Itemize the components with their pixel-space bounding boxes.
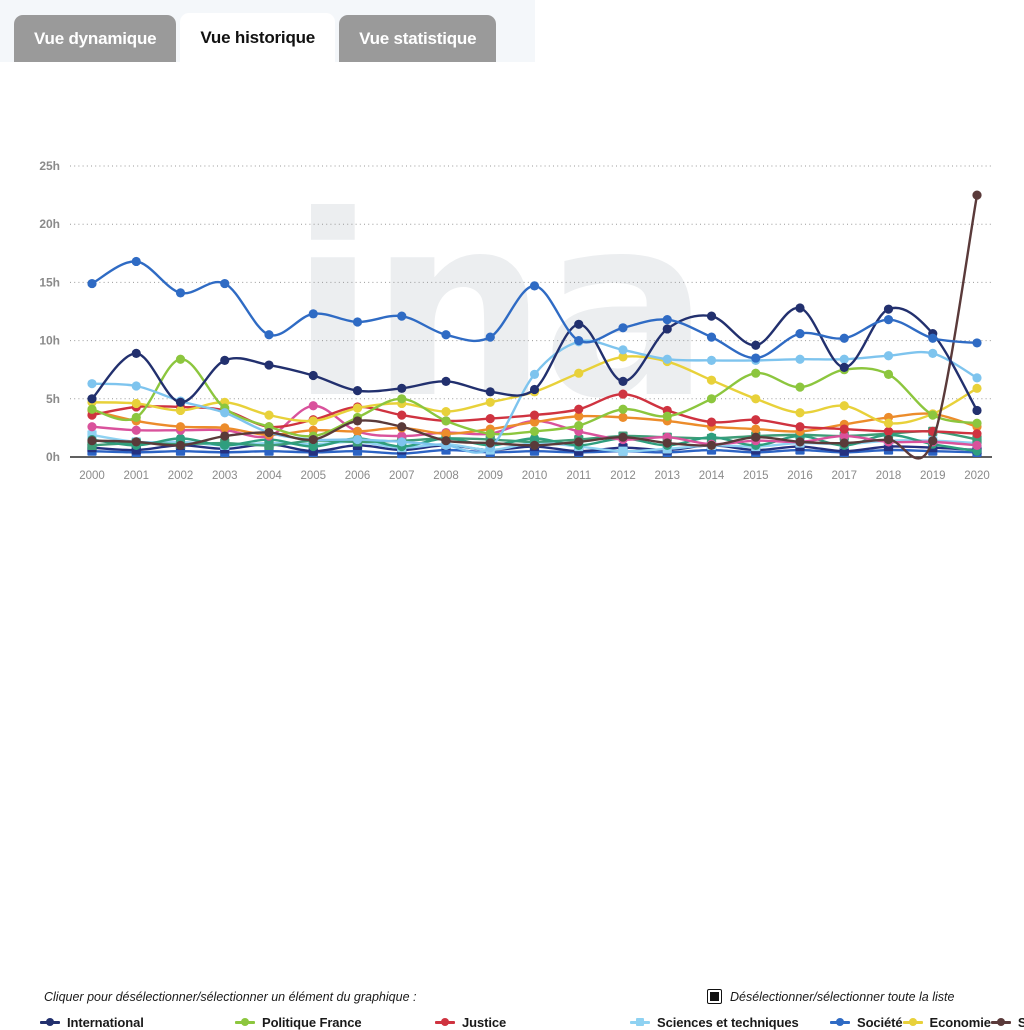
legend-item-sant-[interactable]: Santé [990, 1014, 1024, 1030]
tab-list: Vue dynamique Vue historique Vue statist… [14, 13, 497, 62]
svg-text:2010: 2010 [522, 470, 548, 482]
checkbox-filled-icon [707, 989, 722, 1004]
legend-item-soci-t-[interactable]: Société [830, 1014, 903, 1030]
legend-marker-icon [830, 1016, 850, 1028]
legend-item-label: Justice [462, 1014, 507, 1030]
svg-text:20h: 20h [39, 217, 60, 231]
legend-hint-text: Cliquer pour désélectionner/sélectionner… [44, 990, 417, 1004]
series-international[interactable] [87, 303, 982, 416]
svg-text:25h: 25h [39, 159, 60, 173]
control-bar: Période : Toute la période disponible du… [0, 62, 1024, 182]
svg-text:2003: 2003 [212, 470, 238, 482]
legend-item-label: Société [857, 1014, 903, 1030]
legend-item-sciences-et-techniques[interactable]: Sciences et techniques [630, 1014, 830, 1030]
legend-item-politique-france[interactable]: Politique France [235, 1014, 435, 1030]
svg-text:2012: 2012 [610, 470, 636, 482]
svg-text:2009: 2009 [477, 470, 503, 482]
tab-vue-historique[interactable]: Vue historique [180, 13, 336, 62]
legend-item-label: Economie [929, 1014, 991, 1030]
legend-marker-icon [40, 1016, 60, 1028]
series-sant-[interactable] [87, 190, 982, 460]
svg-text:2013: 2013 [654, 470, 680, 482]
svg-text:10h: 10h [39, 334, 60, 348]
svg-text:2005: 2005 [300, 470, 326, 482]
svg-text:2001: 2001 [123, 470, 149, 482]
legend-marker-icon [435, 1016, 455, 1028]
legend-marker-icon [902, 1016, 923, 1028]
legend-marker-icon [630, 1016, 650, 1028]
legend-item-label: Politique France [262, 1014, 362, 1030]
multi-series-line-chart[interactable]: 0h 5h 10h 15h 20h 25h 2000 2001 2002 2003 2004 2005… [0, 140, 1024, 490]
svg-text:2011: 2011 [566, 470, 591, 482]
legend-item-economie[interactable]: Economie [902, 1014, 991, 1030]
svg-text:2006: 2006 [345, 470, 371, 482]
tab-vue-dynamique[interactable]: Vue dynamique [14, 15, 177, 62]
legend-item-international[interactable]: International [40, 1014, 235, 1030]
tab-vue-statistique[interactable]: Vue statistique [339, 15, 497, 62]
svg-text:2004: 2004 [256, 470, 282, 482]
legend-marker-icon [235, 1016, 255, 1028]
legend-item-label: Santé [1017, 1014, 1024, 1030]
svg-text:2002: 2002 [168, 470, 194, 482]
tab-bar: Vue dynamique Vue historique Vue statist… [0, 0, 1024, 62]
svg-text:2018: 2018 [876, 470, 902, 482]
svg-text:2008: 2008 [433, 470, 459, 482]
svg-text:5h: 5h [46, 392, 60, 406]
svg-text:2019: 2019 [920, 470, 946, 482]
toggle-all-label: Désélectionner/sélectionner toute la lis… [730, 989, 955, 1004]
legend-container: Cliquer pour désélectionner/sélectionner… [0, 490, 1024, 1030]
svg-text:2000: 2000 [79, 470, 105, 482]
legend-item-label: Sciences et techniques [657, 1014, 799, 1030]
chart-container: ina 0h 5h 10h 15h 20h 25h 2000 2001 2002 2003 2004… [0, 140, 1024, 490]
legend-item-label: International [67, 1014, 144, 1030]
svg-text:2015: 2015 [743, 470, 769, 482]
toggle-all-series-button[interactable]: Désélectionner/sélectionner toute la lis… [707, 989, 954, 1004]
legend-item-justice[interactable]: Justice [435, 1014, 630, 1030]
legend-items: International Politique France Justice Scie… [40, 1014, 1024, 1030]
svg-text:0h: 0h [46, 450, 60, 464]
legend-marker-icon [990, 1016, 1011, 1028]
series-soci-t-[interactable] [87, 256, 982, 363]
svg-text:2017: 2017 [831, 470, 857, 482]
svg-text:2014: 2014 [699, 470, 725, 482]
svg-text:2007: 2007 [389, 470, 415, 482]
svg-text:2020: 2020 [964, 470, 990, 482]
svg-text:15h: 15h [39, 275, 60, 289]
svg-text:2016: 2016 [787, 470, 813, 482]
